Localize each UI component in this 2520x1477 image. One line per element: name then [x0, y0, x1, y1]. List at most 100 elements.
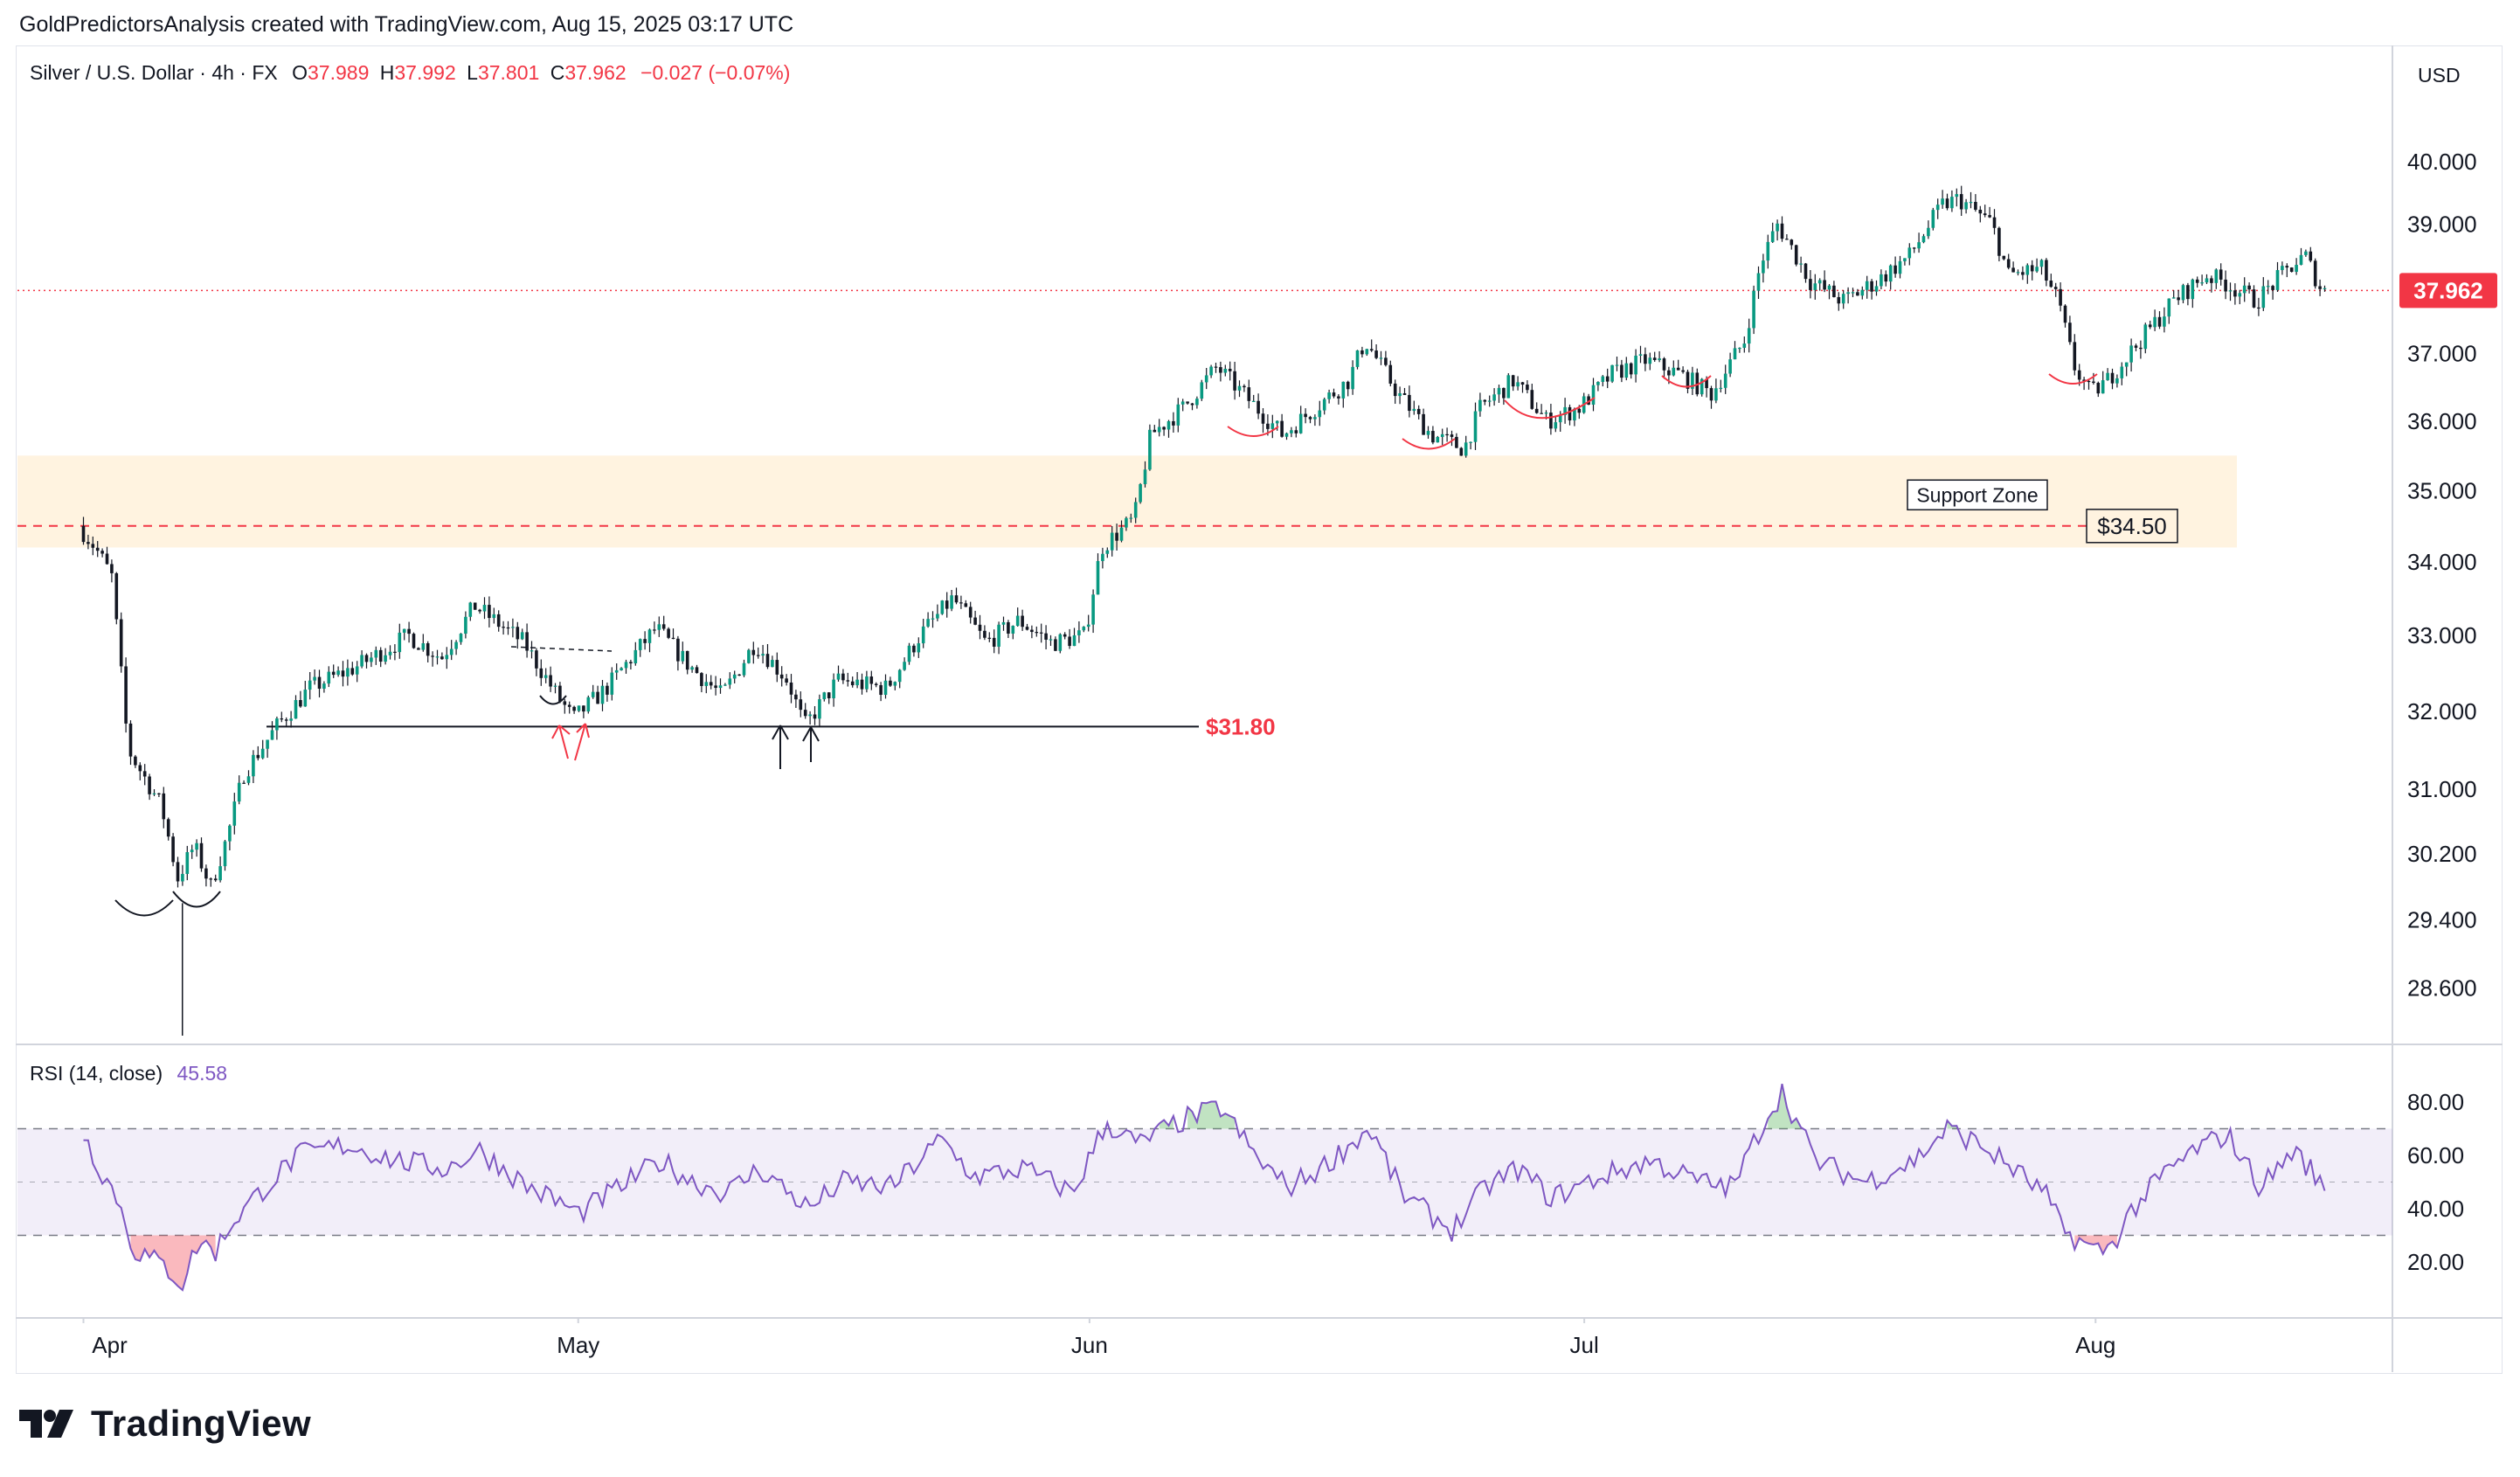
- candle-body: [1893, 265, 1897, 274]
- candle-body: [620, 668, 623, 670]
- candle-body: [322, 683, 326, 689]
- rsi-axis[interactable]: 80.00 60.00 40.00 20.00: [2407, 1089, 2464, 1275]
- candle-body: [2242, 285, 2247, 294]
- time-tick-label: Apr: [92, 1332, 128, 1358]
- candle-body: [1506, 375, 1511, 399]
- candle-body: [1723, 373, 1727, 388]
- candle-body: [1747, 328, 1751, 344]
- legend-l-label: L: [467, 61, 478, 84]
- chart-canvas[interactable]: Support Zone $34.50 $31.80 Silver / U.S.…: [0, 0, 2520, 1390]
- candle-body: [280, 718, 284, 720]
- candle-body: [2214, 269, 2219, 283]
- candle-body: [1959, 194, 1963, 210]
- candle-body: [987, 637, 992, 639]
- candle-body: [360, 655, 363, 667]
- candle-body: [1054, 639, 1057, 651]
- rsi-tick-label: 20.00: [2407, 1249, 2464, 1275]
- price-tick-label: 40.000: [2407, 149, 2477, 175]
- candle-body: [95, 547, 100, 551]
- candle-body: [728, 678, 732, 685]
- candle-body: [1738, 347, 1741, 350]
- chart-annotations: [114, 373, 2098, 917]
- candle-body: [1091, 594, 1095, 625]
- candle-body: [1072, 634, 1077, 647]
- candle-body: [643, 639, 647, 643]
- candle-body: [1247, 387, 1251, 401]
- legend-l-value: 37.801: [478, 61, 539, 84]
- candle-body: [1530, 390, 1534, 409]
- candle-body: [2110, 372, 2115, 384]
- candle-body: [903, 662, 906, 670]
- candle-body: [384, 655, 387, 662]
- candle-body: [624, 662, 628, 669]
- candle-body: [893, 682, 897, 686]
- candle-body: [1318, 410, 1322, 418]
- candle-body: [1412, 408, 1416, 412]
- candle-body: [813, 714, 817, 719]
- candle-body: [1478, 399, 1482, 412]
- candle-body: [2148, 324, 2152, 328]
- candle-body: [1237, 385, 1242, 391]
- candle-body: [1209, 366, 1213, 376]
- candle-body: [176, 862, 180, 882]
- candle-body: [1907, 247, 1912, 259]
- candle-body: [700, 673, 703, 686]
- candle-body: [417, 648, 420, 650]
- candle-body: [586, 697, 591, 712]
- candle-body: [1917, 242, 1921, 249]
- candle-body: [1473, 411, 1478, 442]
- candle-body: [2281, 266, 2284, 271]
- candle-body: [303, 690, 308, 707]
- candle-body: [1129, 517, 1133, 519]
- candle-body: [1577, 408, 1582, 413]
- candle-body: [1573, 408, 1576, 421]
- candle-body: [412, 634, 416, 648]
- candle-body: [171, 836, 175, 863]
- candle-body: [242, 782, 246, 784]
- candle-body: [2157, 316, 2162, 327]
- candle-body: [252, 754, 255, 777]
- candle-body: [633, 649, 638, 664]
- candle-body: [511, 627, 515, 628]
- price-axis[interactable]: 40.000 39.000 37.000 36.000 35.000 34.000 33.0…: [2407, 149, 2477, 1001]
- chart-caption: GoldPredictorsAnalysis created with Trad…: [19, 12, 793, 38]
- time-axis[interactable]: Apr May Jun Jul Aug: [82, 1318, 2116, 1358]
- candle-body: [2271, 286, 2274, 290]
- candle-body: [142, 771, 147, 777]
- candle-body: [1148, 429, 1152, 470]
- candle-body: [2134, 345, 2138, 348]
- candle-body: [1332, 392, 1336, 397]
- candle-body: [954, 595, 959, 603]
- candle-body: [1313, 417, 1317, 420]
- candle-body: [1190, 403, 1194, 406]
- candle-body: [2200, 282, 2204, 284]
- candle-body: [1186, 401, 1189, 404]
- candle-body: [751, 649, 756, 655]
- candle-body: [1133, 502, 1138, 518]
- legend-h-label: H: [380, 61, 395, 84]
- time-tick-label: Aug: [2075, 1332, 2115, 1358]
- candle-body: [638, 639, 642, 650]
- candle-body: [1223, 368, 1228, 373]
- candle-body: [718, 685, 723, 689]
- candle-body: [1719, 387, 1723, 389]
- candle-body: [1526, 385, 1529, 391]
- candle-body: [535, 650, 538, 669]
- candle-body: [846, 680, 850, 682]
- candle-body: [128, 723, 133, 757]
- candle-body: [502, 627, 505, 628]
- tradingview-logo[interactable]: TradingView: [19, 1403, 311, 1445]
- tradingview-logo-icon: [19, 1410, 73, 1438]
- candle-body: [572, 706, 576, 711]
- candle-body: [803, 710, 807, 717]
- candle-body: [374, 649, 378, 658]
- candle-body: [1408, 394, 1411, 412]
- candle-body: [256, 754, 260, 759]
- candle-body: [1180, 401, 1185, 405]
- candle-body: [1007, 621, 1010, 634]
- candle-body: [1440, 433, 1444, 438]
- candle-body: [1596, 382, 1600, 385]
- candle-body: [771, 660, 774, 668]
- jun-rounded-arc: [1504, 397, 1596, 420]
- candle-body: [1431, 431, 1435, 443]
